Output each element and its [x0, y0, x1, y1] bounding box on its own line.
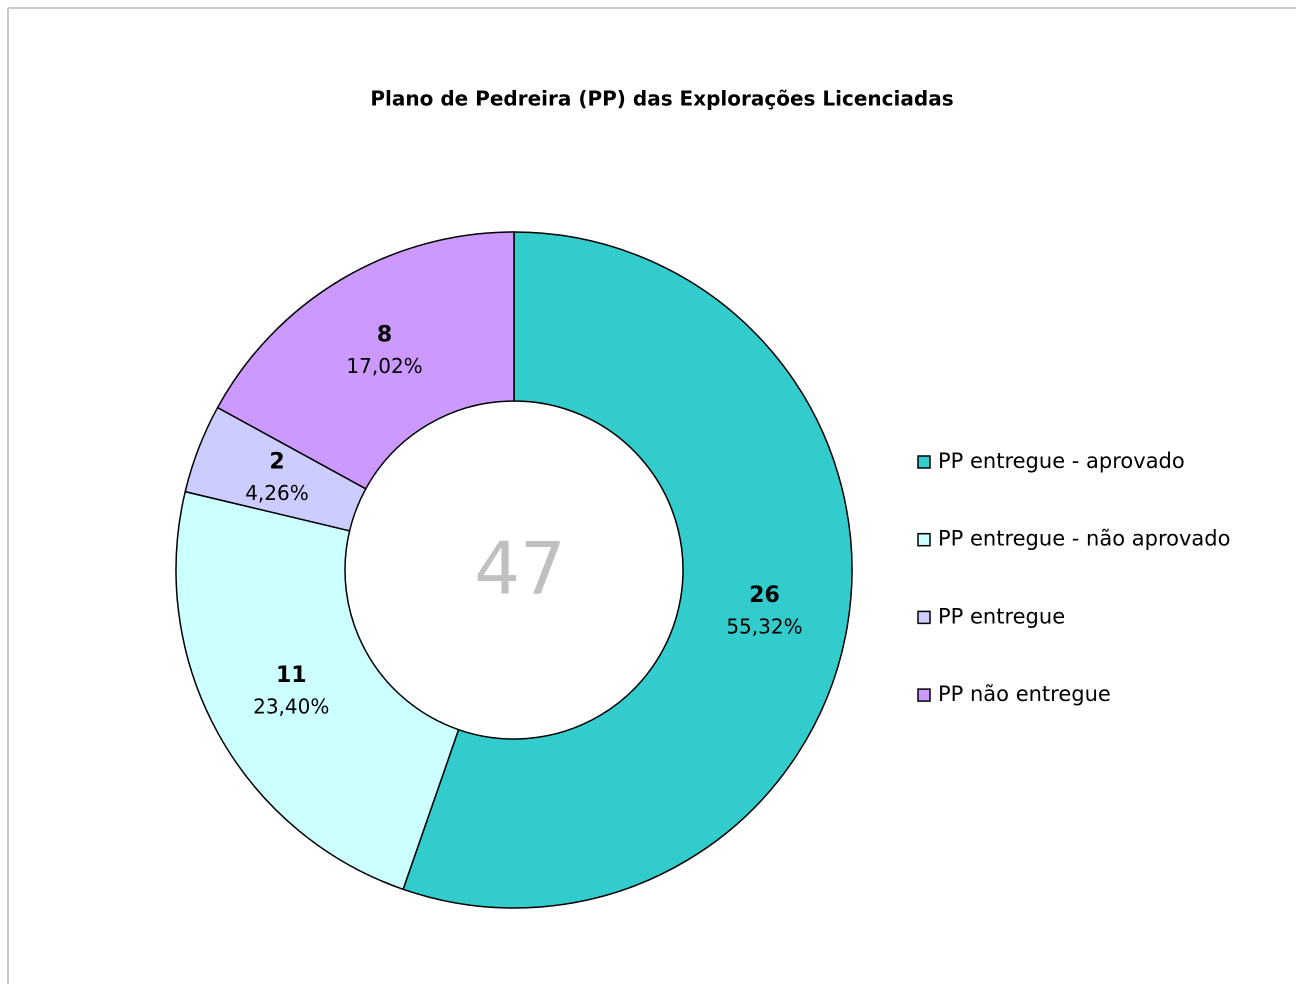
legend-label: PP entregue: [938, 604, 1065, 628]
chart-title: Plano de Pedreira (PP) das Explorações L…: [370, 87, 953, 111]
value-label: 26: [749, 583, 780, 608]
center-total: 47: [474, 527, 566, 611]
legend-swatch: [917, 688, 931, 702]
legend-swatch: [917, 610, 931, 625]
donut-slice: [216, 231, 515, 490]
donut-slice: [175, 490, 460, 891]
legend-label: PP entregue - não aprovado: [938, 527, 1230, 551]
percent-label: 4,26%: [245, 481, 309, 505]
donut-slice: [402, 231, 853, 909]
value-label: 11: [276, 663, 307, 688]
value-label: 8: [377, 322, 392, 347]
percent-label: 17,02%: [346, 354, 422, 378]
percent-label: 55,32%: [726, 615, 802, 639]
legend-label: PP não entregue: [938, 682, 1111, 706]
legend-swatch: [917, 455, 931, 469]
legend-label: PP entregue - aprovado: [938, 449, 1185, 473]
percent-label: 23,40%: [253, 695, 329, 719]
legend-swatch: [917, 532, 931, 547]
value-label: 2: [269, 450, 284, 475]
